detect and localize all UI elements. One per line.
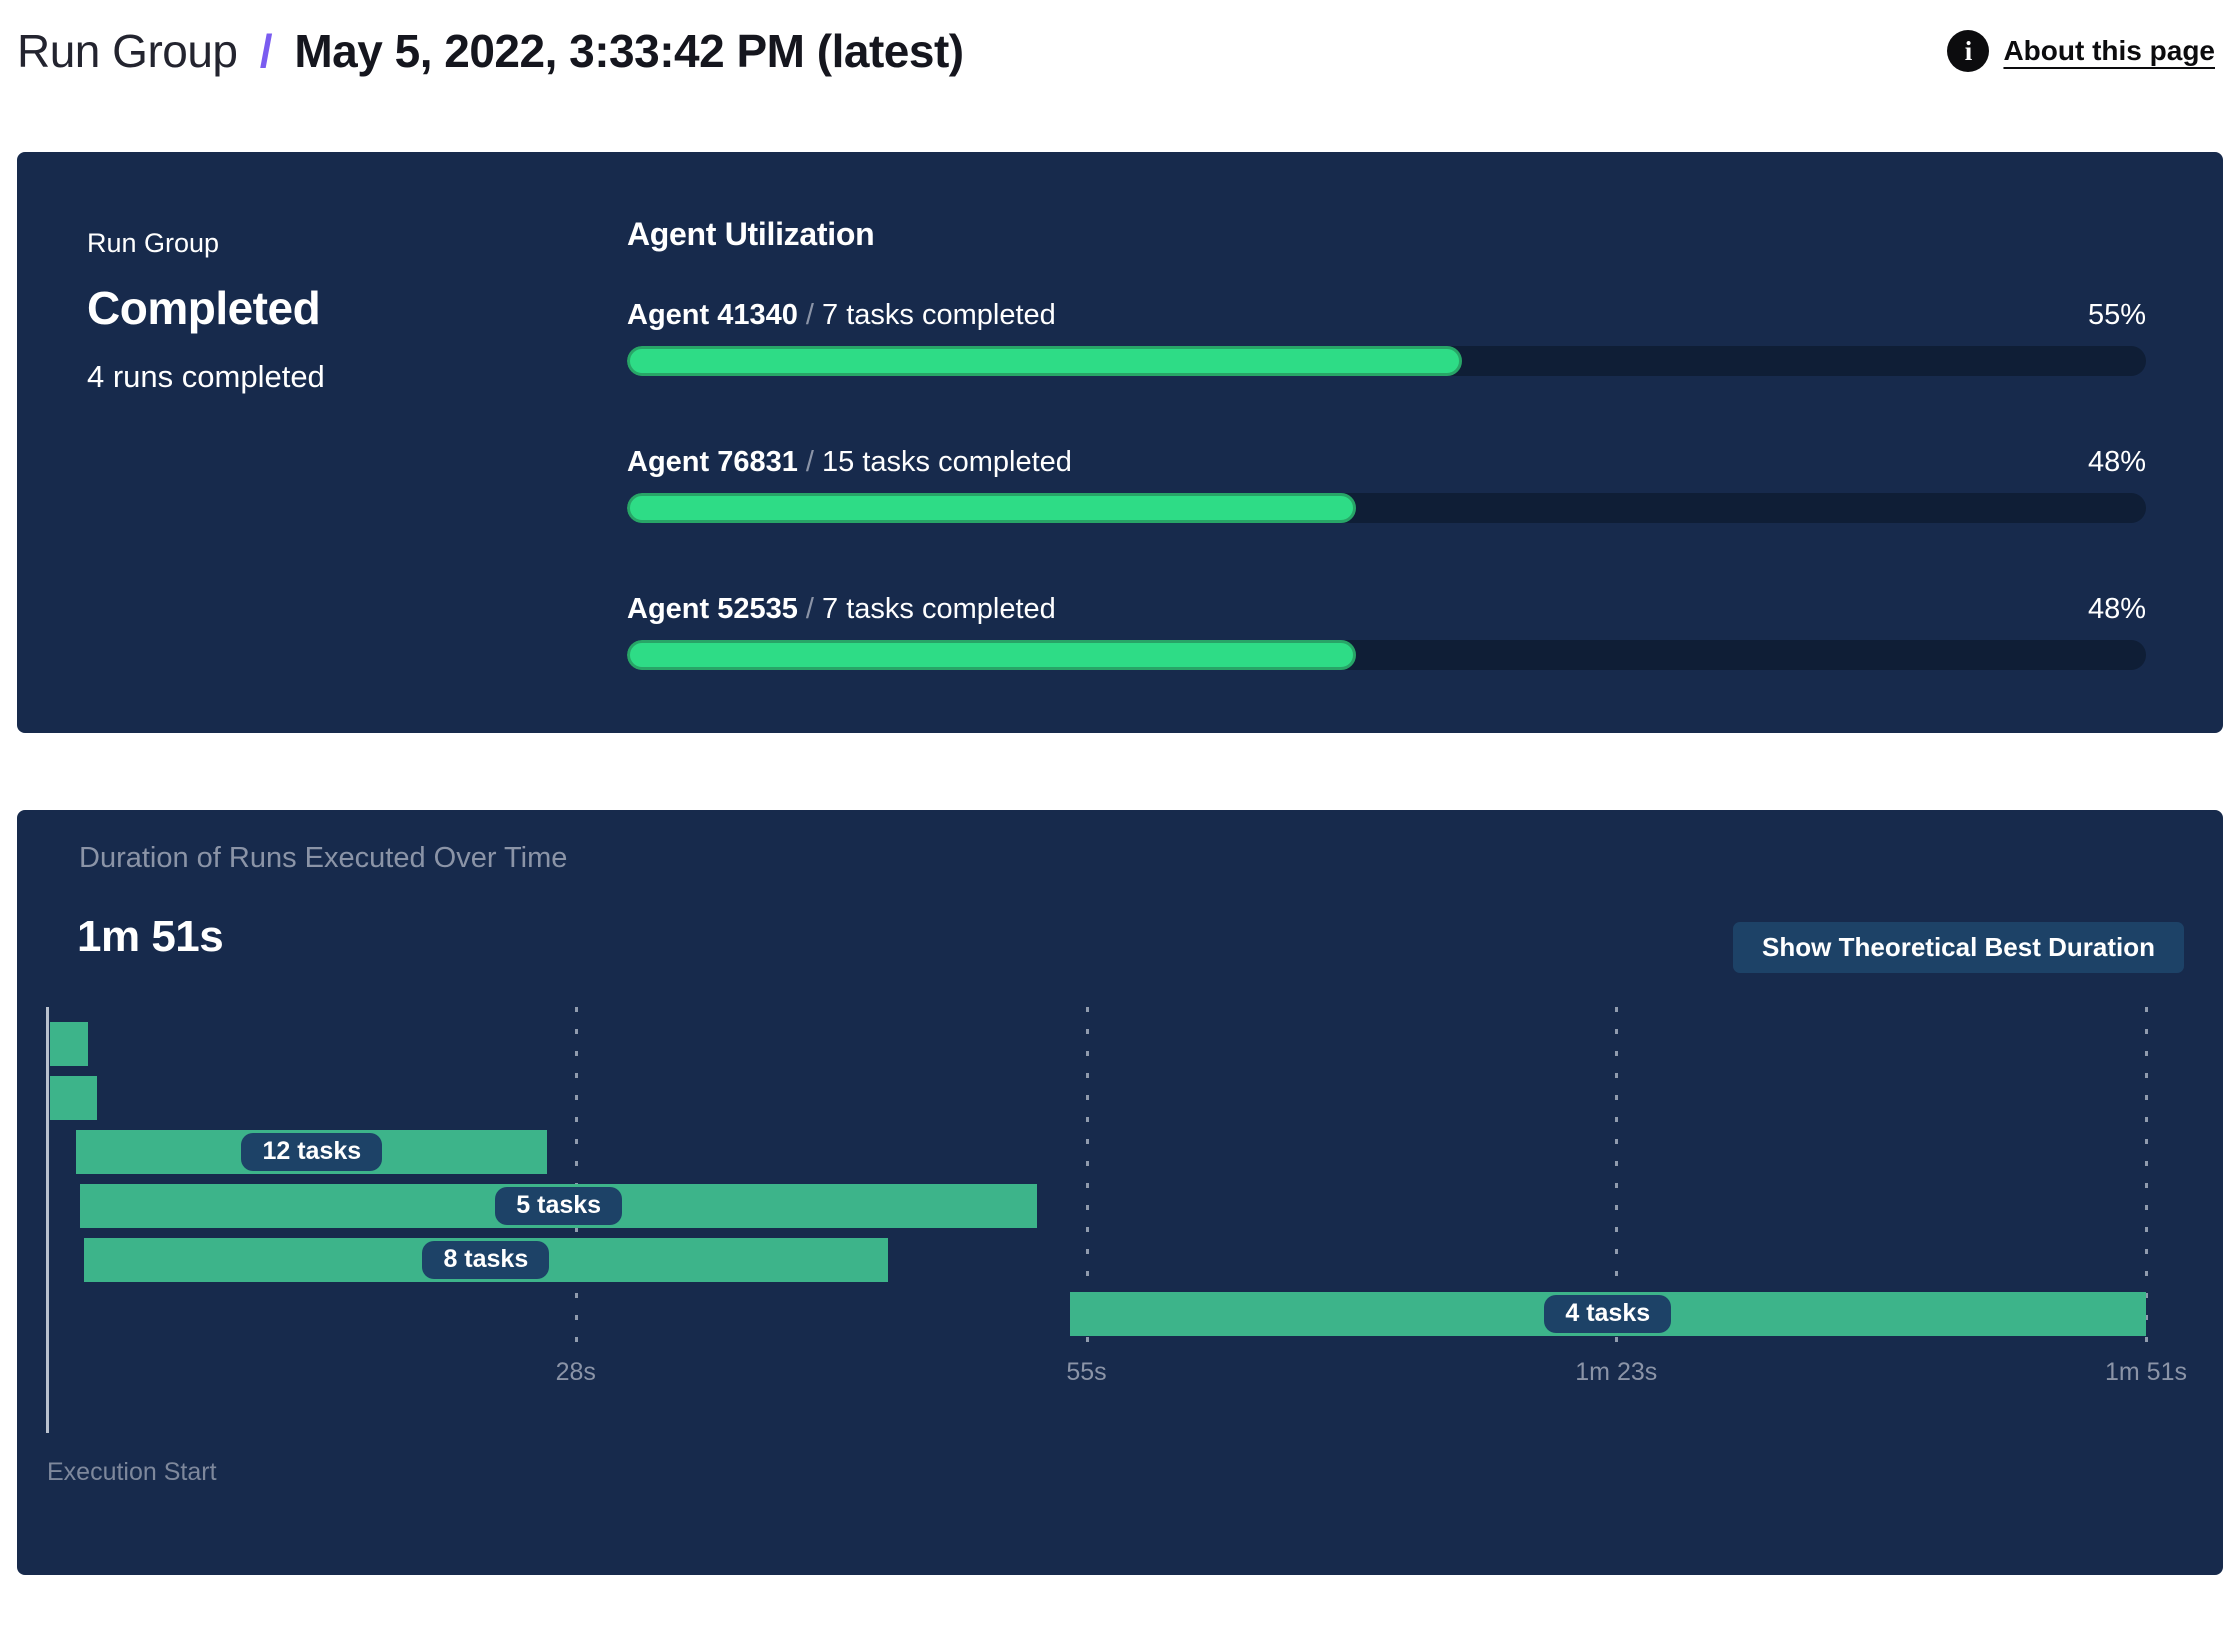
total-duration-value: 1m 51s [77, 912, 224, 961]
agent-name: Agent 76831 [627, 446, 798, 478]
page-header: Run Group / May 5, 2022, 3:33:42 PM (lat… [0, 0, 2240, 96]
run-group-summary: Run Group Completed 4 runs completed [87, 228, 587, 395]
run-bar[interactable] [49, 1022, 88, 1066]
agent-row-header: Agent 52535 / 7 tasks completed 48% [627, 595, 2146, 624]
agent-separator: / [805, 593, 823, 625]
gridline [1615, 1007, 1619, 1352]
utilization-progress-fill [627, 640, 1357, 670]
page-title-current: May 5, 2022, 3:33:42 PM (latest) [294, 25, 964, 77]
breadcrumb: Run Group [17, 25, 238, 77]
agent-separator: / [805, 299, 823, 331]
run-bar[interactable]: 5 tasks [80, 1184, 1038, 1228]
agent-utilization-row: Agent 52535 / 7 tasks completed 48% [627, 595, 2146, 670]
utilization-progress-fill [627, 493, 1357, 523]
agent-name: Agent 52535 [627, 593, 798, 625]
gridline [2145, 1007, 2148, 1352]
utilization-progress-track [627, 346, 2146, 376]
about-this-page-label: About this page [2003, 35, 2215, 66]
run-bar[interactable]: 8 tasks [83, 1238, 888, 1282]
utilization-progress-fill [627, 346, 1463, 376]
agent-utilization-rows: Agent 41340 / 7 tasks completed 55% Agen… [627, 301, 2146, 670]
execution-start-label: Execution Start [47, 1458, 217, 1486]
task-count-pill: 5 tasks [495, 1187, 623, 1225]
runs-completed-count: 4 runs completed [87, 359, 325, 394]
run-group-label: Run Group [87, 228, 220, 258]
agent-tasks-completed: 7 tasks completed [822, 299, 1056, 331]
run-bar[interactable] [49, 1076, 98, 1120]
x-tick-label: 1m 23s [1575, 1358, 1658, 1386]
x-tick-label: 28s [555, 1358, 596, 1386]
agent-name: Agent 41340 [627, 299, 798, 331]
agent-tasks-completed: 7 tasks completed [822, 593, 1056, 625]
agent-utilization-percent: 48% [2087, 593, 2146, 625]
agent-row-header: Agent 41340 / 7 tasks completed 55% [627, 301, 2146, 330]
chart-title: Duration of Runs Executed Over Time [79, 842, 568, 874]
utilization-progress-track [627, 493, 2146, 523]
run-bar[interactable]: 12 tasks [76, 1130, 548, 1174]
page-title: Run Group / May 5, 2022, 3:33:42 PM (lat… [17, 24, 964, 78]
agent-row-header: Agent 76831 / 15 tasks completed 48% [627, 448, 2146, 477]
agent-row-label: Agent 41340 / 7 tasks completed [627, 301, 1056, 330]
info-icon: i [1947, 30, 1990, 72]
gantt-plot: 28s 55s 1m 23s 1m 51s 12 tasks 5 tasks 8 tasks… [46, 1007, 2187, 1433]
x-tick-label: 1m 51s [2105, 1358, 2187, 1386]
agent-tasks-completed: 15 tasks completed [822, 446, 1072, 478]
about-this-page-link[interactable]: i About this page [1947, 30, 2215, 72]
run-bar[interactable]: 4 tasks [1069, 1292, 2146, 1336]
show-theoretical-best-duration-button[interactable]: Show Theoretical Best Duration [1733, 922, 2184, 973]
agent-utilization-percent: 55% [2087, 299, 2146, 331]
task-count-pill: 4 tasks [1544, 1295, 1672, 1333]
agent-utilization-row: Agent 41340 / 7 tasks completed 55% [627, 301, 2146, 376]
gridline [1085, 1007, 1089, 1352]
duration-chart-panel: Duration of Runs Executed Over Time 1m 5… [17, 810, 2223, 1575]
agent-utilization-section: Agent Utilization Agent 41340 / 7 tasks … [627, 216, 2146, 670]
agent-row-label: Agent 52535 / 7 tasks completed [627, 595, 1056, 624]
gridline [574, 1007, 578, 1352]
agent-utilization-percent: 48% [2087, 446, 2146, 478]
run-group-status: Completed [87, 282, 321, 334]
agent-row-label: Agent 76831 / 15 tasks completed [627, 448, 1072, 477]
y-axis-line [46, 1007, 49, 1433]
task-count-pill: 8 tasks [422, 1241, 550, 1279]
utilization-progress-track [627, 640, 2146, 670]
run-group-panel: Run Group Completed 4 runs completed Age… [17, 152, 2223, 733]
agent-utilization-row: Agent 76831 / 15 tasks completed 48% [627, 448, 2146, 523]
agent-utilization-title: Agent Utilization [627, 216, 875, 252]
task-count-pill: 12 tasks [241, 1133, 383, 1171]
breadcrumb-separator: / [259, 25, 273, 77]
x-tick-label: 55s [1066, 1358, 1107, 1386]
agent-separator: / [805, 446, 823, 478]
